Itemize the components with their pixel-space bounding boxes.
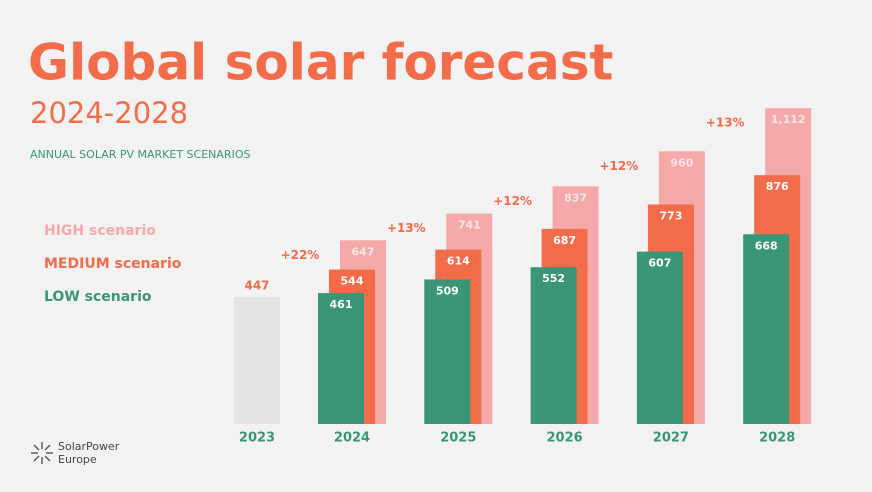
logo-text: SolarPower — [58, 440, 120, 453]
legend-label: MEDIUM scenario — [44, 256, 182, 272]
value-label: 668 — [755, 239, 778, 252]
x-tick-label: 2025 — [440, 431, 476, 446]
value-label: 687 — [553, 234, 576, 247]
growth-label: +13% — [387, 221, 426, 235]
bar — [530, 267, 577, 424]
growth-label: +12% — [600, 159, 639, 173]
value-label: 741 — [458, 219, 481, 232]
value-label: 447 — [244, 279, 269, 293]
x-tick-label: 2027 — [653, 431, 689, 446]
bar — [743, 234, 790, 424]
actual-bar — [234, 297, 280, 424]
legend-label: HIGH scenario — [44, 223, 156, 239]
value-label: 461 — [330, 298, 353, 311]
value-label: 1,112 — [771, 113, 806, 126]
bar — [636, 251, 683, 424]
bar — [424, 279, 471, 424]
bar — [318, 293, 364, 424]
legend-label: LOW scenario — [44, 289, 152, 305]
value-label: 773 — [659, 209, 682, 222]
logo-icon — [31, 442, 53, 464]
chart-subtitle: 2024-2028 — [30, 96, 188, 130]
value-label: 544 — [341, 275, 364, 288]
value-label: 960 — [670, 156, 693, 169]
value-label: 509 — [436, 284, 459, 297]
value-label: 837 — [564, 191, 587, 204]
x-tick-label: 2028 — [759, 431, 795, 446]
value-label: 647 — [352, 245, 375, 258]
x-tick-label: 2024 — [334, 431, 370, 446]
growth-label: +12% — [493, 194, 532, 208]
chart-title: Global solar forecast — [28, 34, 613, 92]
x-tick-label: 2026 — [547, 431, 583, 446]
value-label: 876 — [766, 180, 789, 193]
value-label: 552 — [542, 272, 565, 285]
growth-label: +13% — [706, 116, 745, 130]
x-tick-label: 2023 — [239, 431, 275, 446]
value-label: 614 — [447, 255, 470, 268]
logo-text: Europe — [58, 453, 97, 466]
value-label: 607 — [648, 257, 671, 270]
growth-label: +22% — [281, 248, 320, 262]
caption: ANNUAL SOLAR PV MARKET SCENARIOS — [30, 148, 250, 161]
